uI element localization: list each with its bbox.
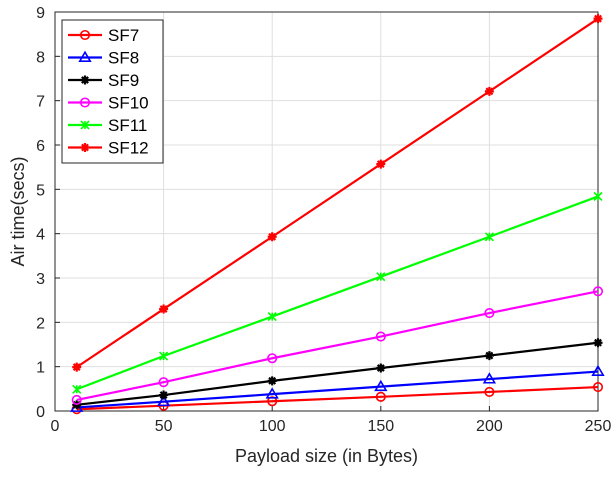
y-tick-label: 4 — [36, 227, 45, 244]
legend-label: SF10 — [108, 94, 149, 113]
y-tick-label: 7 — [36, 94, 45, 111]
y-tick-label: 3 — [36, 271, 45, 288]
data-point — [159, 351, 169, 361]
series-sf12 — [72, 14, 603, 372]
data-point — [375, 391, 386, 402]
data-point — [159, 304, 169, 314]
data-point — [482, 372, 497, 384]
legend-item: SF9 — [68, 71, 139, 90]
series-line — [76, 195, 599, 391]
x-tick-label: 50 — [155, 418, 173, 435]
legend-label: SF8 — [108, 49, 139, 68]
y-tick-label: 2 — [36, 315, 45, 332]
plot-frame — [54, 11, 599, 412]
legend-item: SF12 — [68, 139, 149, 158]
data-point — [156, 394, 171, 407]
data-point — [376, 159, 386, 169]
data-point — [267, 396, 278, 407]
data-point — [267, 353, 278, 364]
legend-label: SF12 — [108, 139, 149, 158]
data-point — [592, 286, 604, 297]
series-line — [76, 290, 599, 401]
data-point — [484, 351, 494, 361]
data-point — [158, 377, 169, 388]
y-tick-label: 0 — [36, 404, 45, 421]
data-point — [159, 390, 169, 400]
series-sf7 — [71, 382, 604, 415]
data-point — [484, 232, 494, 242]
y-tick-label: 9 — [36, 5, 45, 22]
legend-box — [61, 19, 164, 164]
data-point — [484, 86, 494, 96]
series-line — [76, 341, 599, 406]
legend-label: SF7 — [108, 26, 139, 45]
data-point — [79, 97, 91, 108]
legend-label: SF11 — [108, 116, 147, 135]
data-point — [79, 29, 91, 41]
data-point — [376, 363, 386, 373]
y-tick-label: 8 — [36, 49, 45, 66]
data-point — [71, 394, 82, 405]
y-tick-label: 1 — [36, 360, 45, 377]
x-tick-label: 0 — [51, 418, 60, 435]
legend-item: SF10 — [68, 94, 149, 113]
series-line — [76, 17, 599, 369]
data-point — [484, 386, 495, 397]
legend-item: SF11 — [68, 116, 147, 135]
data-point — [78, 50, 92, 62]
y-axis-label: Air time(secs) — [8, 156, 28, 266]
data-point — [80, 75, 90, 85]
legend-item: SF8 — [68, 49, 139, 68]
data-point — [593, 338, 603, 348]
data-point — [72, 362, 82, 372]
data-point — [593, 14, 603, 24]
x-axis-label: Payload size (in Bytes) — [235, 446, 418, 466]
series-line — [76, 370, 599, 409]
data-point — [267, 232, 277, 242]
data-point — [593, 191, 603, 201]
series-sf11 — [72, 191, 603, 394]
series-sf10 — [71, 286, 604, 405]
data-point — [374, 379, 388, 392]
data-point — [265, 387, 279, 399]
legend-item: SF7 — [68, 26, 139, 45]
data-point — [484, 307, 495, 319]
legend-label: SF9 — [108, 71, 139, 90]
data-point — [591, 364, 605, 377]
series-line — [76, 385, 599, 411]
y-tick-label: 6 — [36, 138, 45, 155]
data-point — [72, 384, 82, 394]
x-tick-label: 150 — [367, 418, 394, 435]
data-point — [592, 382, 604, 393]
data-point — [80, 120, 90, 130]
series-layer — [70, 14, 605, 415]
axes: 0 50 100 150 200 250 0 1 2 3 4 5 6 7 8 9 — [36, 5, 611, 435]
x-tick-label: 250 — [585, 418, 612, 435]
y-tick-label: 5 — [36, 182, 45, 199]
legend: SF7 SF8 SF9 SF10 SF11 SF12 — [61, 19, 164, 164]
data-point — [80, 143, 90, 152]
data-point — [267, 376, 277, 386]
x-tick-label: 200 — [476, 418, 503, 435]
data-point — [376, 272, 386, 282]
data-point — [375, 331, 386, 342]
data-point — [267, 312, 277, 322]
x-tick-label: 100 — [259, 418, 286, 435]
